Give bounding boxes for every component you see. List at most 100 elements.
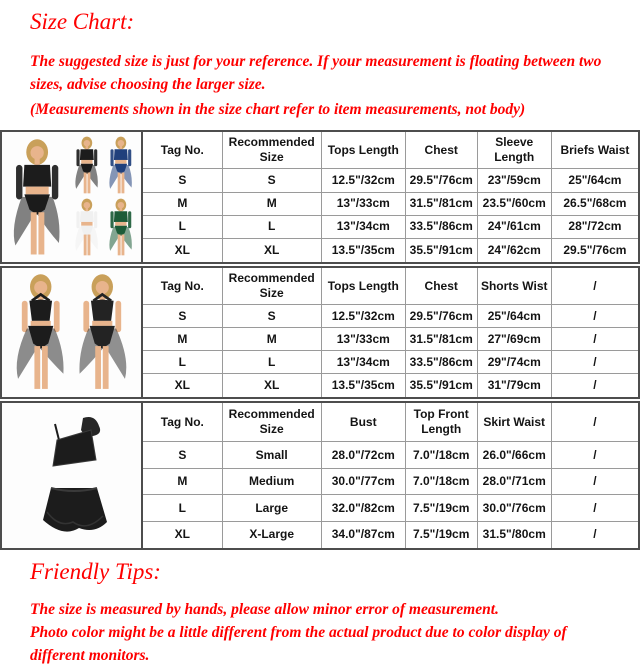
size-cell: 32.0"/82cm <box>320 494 406 522</box>
size-row: XL X-Large 34.0"/87cm 7.5"/19cm 31.5"/80cm / <box>143 520 638 548</box>
size-cell: M <box>221 191 322 216</box>
size-row: L L 13"/34cm 33.5"/86cm 24"/61cm 28"/72cm <box>143 214 638 240</box>
size-cell: 7.5"/19cm <box>404 494 478 522</box>
tip-photo-color: Photo color might be a little different … <box>30 624 567 665</box>
size-row: S Small 28.0"/72cm 7.0"/18cm 26.0"/66cm / <box>143 441 638 469</box>
size-cell: XL <box>143 373 223 397</box>
column-header: Sleeve Length <box>476 131 552 170</box>
size-cell: M <box>143 327 223 352</box>
column-header: Briefs Waist <box>550 131 638 170</box>
size-cell: L <box>221 350 322 375</box>
size-row: M M 13"/33cm 31.5"/81cm 27"/69cm / <box>143 327 638 352</box>
size-cell: 31.5"/80cm <box>476 520 552 548</box>
column-header: Chest <box>404 267 478 306</box>
column-header: Tag No. <box>143 402 223 443</box>
column-header: Recommended Size <box>221 267 322 306</box>
size-row: M M 13"/33cm 31.5"/81cm 23.5"/60cm 26.5"/68cm <box>143 191 638 216</box>
size-row: S S 12.5"/32cm 29.5"/76cm 23"/59cm 25"/64cm <box>143 168 638 193</box>
size-cell: 25"/64cm <box>476 304 552 329</box>
size-cell: 23.5"/60cm <box>476 191 552 216</box>
friendly-tips-title: Friendly Tips: <box>30 558 161 584</box>
size-cell: M <box>143 467 223 496</box>
size-cell: 12.5"/32cm <box>320 168 406 193</box>
size-cell: / <box>550 373 638 397</box>
size-cell: 7.5"/19cm <box>404 520 478 548</box>
header-row: Tag No. Recommended Size Tops Length Chest S… <box>143 131 638 170</box>
size-cell: 29.5"/76cm <box>550 237 638 262</box>
size-cell: / <box>550 350 638 375</box>
column-header: Top Front Length <box>404 402 478 443</box>
size-section-lace-long-sleeve-set: Tag No. Recommended Size Tops Length Chest S… <box>0 129 640 264</box>
column-header: Recommended Size <box>221 402 322 443</box>
size-cell: 7.0"/18cm <box>404 467 478 496</box>
header-row: Tag No. Recommended Size Tops Length Chest S… <box>143 267 638 306</box>
product-photo-lace-cami-skirt-set <box>2 402 143 548</box>
size-cell: 7.0"/18cm <box>404 441 478 469</box>
size-table-lace-cami-skirt-set: Tag No. Recommended Size Bust Top Front Len… <box>143 402 638 548</box>
size-cell: 13"/33cm <box>320 191 406 216</box>
product-photo-halter-mesh-set <box>2 267 143 397</box>
size-cell: S <box>143 441 223 469</box>
size-cell: M <box>221 327 322 352</box>
size-cell: 27"/69cm <box>476 327 552 352</box>
size-cell: / <box>550 520 638 548</box>
size-cell: 13.5"/35cm <box>320 237 406 262</box>
size-cell: L <box>143 494 223 522</box>
column-header: Bust <box>320 402 406 443</box>
size-cell: 35.5"/91cm <box>404 237 478 262</box>
size-row: L L 13"/34cm 33.5"/86cm 29"/74cm / <box>143 350 638 375</box>
size-cell: 28.0"/71cm <box>476 467 552 496</box>
size-cell: 30.0"/76cm <box>476 494 552 522</box>
page-title: Size Chart: <box>30 9 135 34</box>
column-header: / <box>550 402 638 443</box>
size-cell: 30.0"/77cm <box>320 467 406 496</box>
column-header: Tops Length <box>320 131 406 170</box>
column-header: / <box>550 267 638 306</box>
column-header: Tops Length <box>320 267 406 306</box>
size-cell: 31"/79cm <box>476 373 552 397</box>
size-cell: Small <box>221 441 322 469</box>
size-cell: XL <box>221 237 322 262</box>
size-cell: 24"/62cm <box>476 237 552 262</box>
size-section-lace-cami-skirt-set: Tag No. Recommended Size Bust Top Front Len… <box>0 400 640 550</box>
size-cell: 13"/34cm <box>320 350 406 375</box>
product-photo-halter-mesh-set-image <box>3 268 140 396</box>
size-cell: 33.5"/86cm <box>404 350 478 375</box>
size-table-halter-mesh-set: Tag No. Recommended Size Tops Length Chest S… <box>143 267 638 397</box>
header-row: Tag No. Recommended Size Bust Top Front Len… <box>143 402 638 443</box>
size-cell: 26.0"/66cm <box>476 441 552 469</box>
size-cell: XL <box>143 520 223 548</box>
size-cell: 24"/61cm <box>476 214 552 240</box>
size-chart-sections: Tag No. Recommended Size Tops Length Chest S… <box>0 129 640 550</box>
size-cell: Large <box>221 494 322 522</box>
size-note-measurements: (Measurements shown in the size chart re… <box>30 100 526 118</box>
size-cell: X-Large <box>221 520 322 548</box>
size-cell: 34.0"/87cm <box>320 520 406 548</box>
size-cell: / <box>550 441 638 469</box>
column-header: Recommended Size <box>221 131 322 170</box>
size-cell: 28.0"/72cm <box>320 441 406 469</box>
size-cell: 28"/72cm <box>550 214 638 240</box>
size-row: XL XL 13.5"/35cm 35.5"/91cm 31"/79cm / <box>143 373 638 397</box>
size-cell: 35.5"/91cm <box>404 373 478 397</box>
size-cell: XL <box>143 237 223 262</box>
size-cell: 31.5"/81cm <box>404 327 478 352</box>
size-note-reference: The suggested size is just for your refe… <box>30 53 602 94</box>
product-photo-lace-cami-skirt-set-image <box>3 403 140 547</box>
size-cell: S <box>221 168 322 193</box>
size-cell: 25"/64cm <box>550 168 638 193</box>
size-cell: 13"/33cm <box>320 327 406 352</box>
size-row: S S 12.5"/32cm 29.5"/76cm 25"/64cm / <box>143 304 638 329</box>
size-table-lace-long-sleeve-set: Tag No. Recommended Size Tops Length Chest S… <box>143 131 638 262</box>
size-cell: S <box>221 304 322 329</box>
size-cell: L <box>143 350 223 375</box>
size-cell: 31.5"/81cm <box>404 191 478 216</box>
product-photo-lace-long-sleeve-set <box>2 131 143 262</box>
column-header: Tag No. <box>143 267 223 306</box>
column-header: Skirt Waist <box>476 402 552 443</box>
column-header: Tag No. <box>143 131 223 170</box>
size-row: XL XL 13.5"/35cm 35.5"/91cm 24"/62cm 29.5"/76… <box>143 237 638 262</box>
size-cell: 13.5"/35cm <box>320 373 406 397</box>
size-cell: L <box>143 214 223 240</box>
size-cell: 33.5"/86cm <box>404 214 478 240</box>
